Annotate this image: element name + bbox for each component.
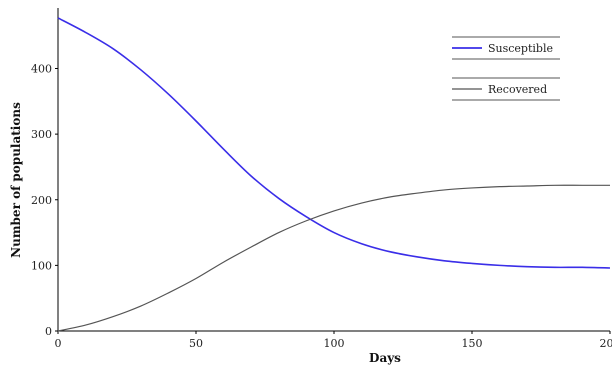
y-tick-label: 0	[45, 325, 52, 338]
x-tick-label: 0	[55, 337, 62, 350]
x-axis-title: Days	[369, 351, 401, 365]
series-line-recovered	[58, 185, 610, 331]
legend-label: Recovered	[488, 83, 547, 96]
legend-label: Susceptible	[488, 42, 553, 55]
y-tick-label: 300	[31, 128, 52, 141]
x-tick-label: 50	[189, 337, 203, 350]
series-line-susceptible	[58, 18, 610, 268]
y-tick-label: 200	[31, 194, 52, 207]
x-tick-label: 150	[462, 337, 483, 350]
y-tick-label: 100	[31, 259, 52, 272]
series-layer	[58, 18, 610, 331]
x-tick-label: 100	[324, 337, 345, 350]
x-tick-label: 200	[600, 337, 612, 350]
y-axis-title: Number of populations	[9, 102, 23, 258]
legend: Susceptible Recovered	[452, 37, 560, 100]
y-tick-label: 400	[31, 63, 52, 76]
